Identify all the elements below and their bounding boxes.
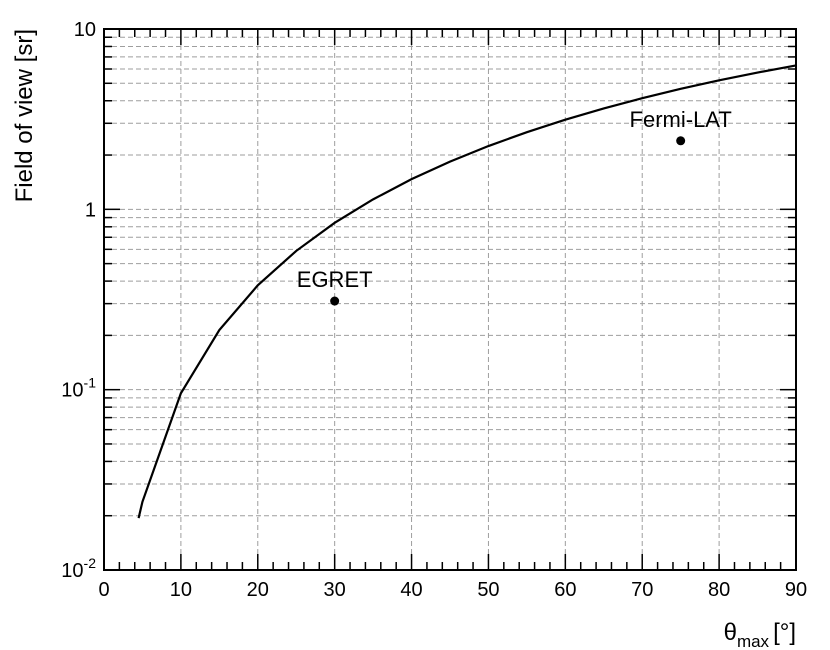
x-axis-label-subscript: max [737,632,770,650]
y-tick-label-base: 10 [61,560,83,582]
x-tick-label: 40 [400,579,422,601]
x-tick-label: 30 [324,579,346,601]
y-tick-label-exponent: -1 [84,375,97,391]
data-point-fermi-lat [676,136,686,146]
y-tick-label-exponent: -2 [84,555,97,571]
x-axis-label: θmax [°] [724,619,796,650]
data-points: EGRET Fermi-LAT [297,107,732,306]
y-tick-label-base: 10 [74,19,96,41]
x-axis-label-unit: [°] [773,619,796,646]
data-point-egret [330,296,340,306]
x-tick-label: 10 [170,579,192,601]
x-tick-label: 50 [477,579,499,601]
y-tick-label-base: 10 [61,380,83,402]
x-tick-label: 80 [708,579,730,601]
x-tick-label: 90 [785,579,807,601]
data-point-label: Fermi-LAT [630,107,732,132]
y-tick-label-base: 1 [85,199,96,221]
x-axis-label-symbol: θ [724,619,737,646]
x-tick-label: 0 [98,579,109,601]
x-tick-label: 20 [247,579,269,601]
y-tick-label: 10-1 [61,375,96,402]
y-tick-label: 10 [74,19,96,41]
y-axis-label: Field of view [sr] [11,29,38,202]
y-tick-label: 10-2 [61,555,96,582]
x-tick-label: 70 [631,579,653,601]
y-tick-label: 1 [85,199,96,221]
field-of-view-curve [137,64,797,519]
data-point-label: EGRET [297,267,373,292]
curve-layer [137,64,797,519]
x-tick-label: 60 [554,579,576,601]
plot-frame [103,28,797,571]
grid [104,29,796,570]
